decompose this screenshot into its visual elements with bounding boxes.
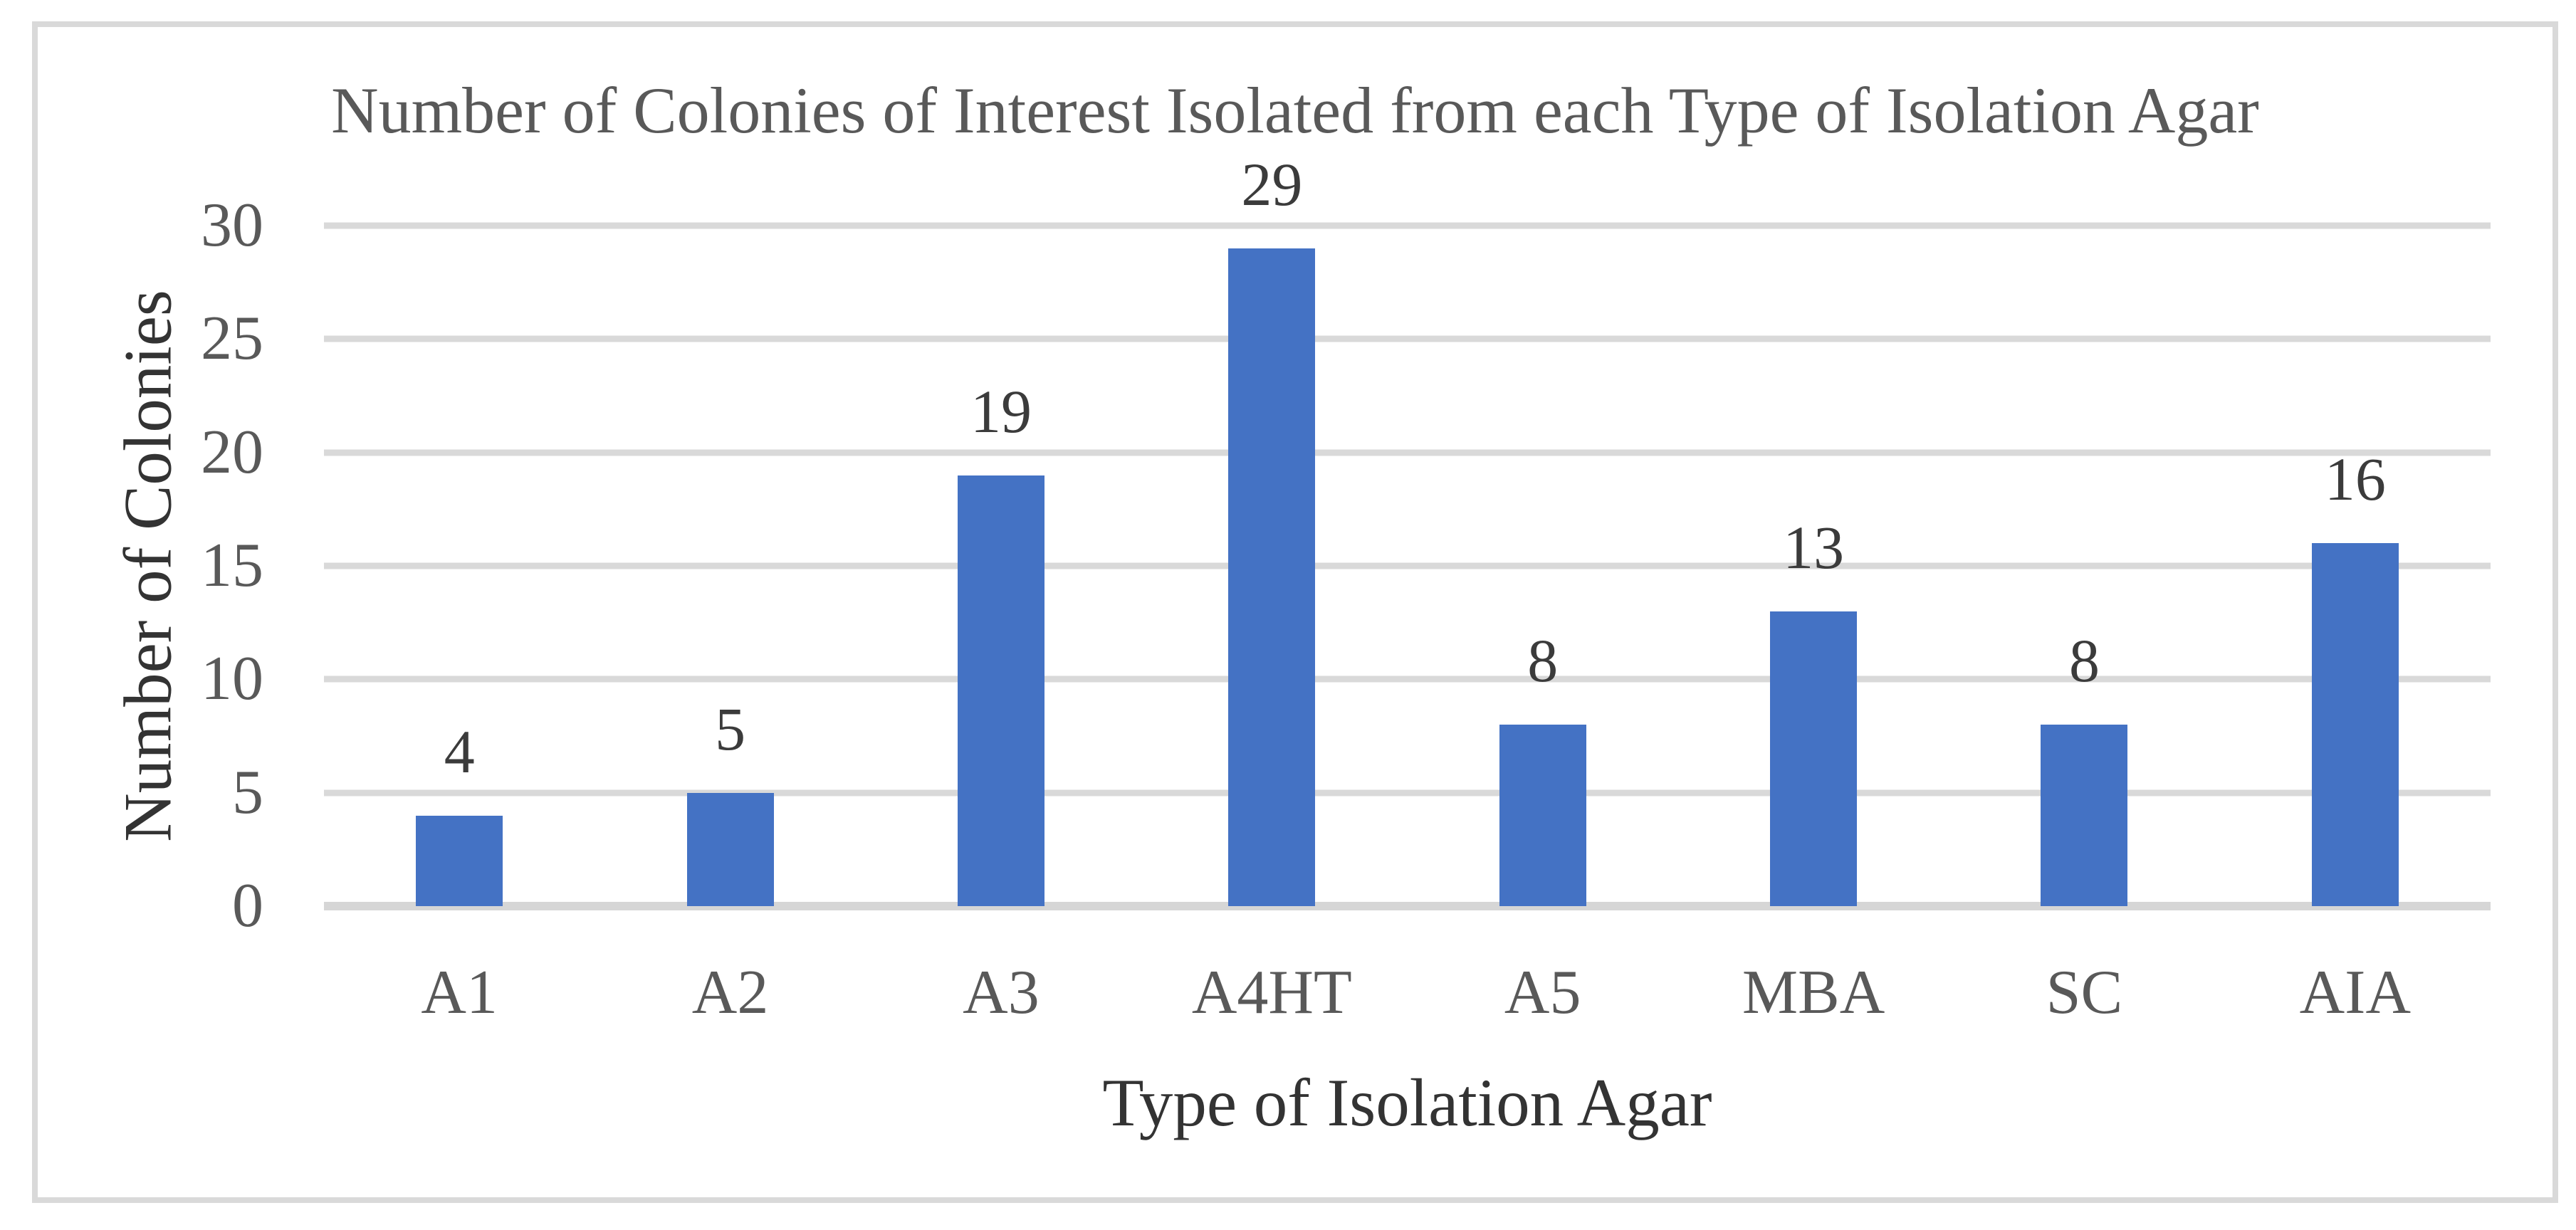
y-tick-label: 0 (232, 871, 263, 940)
x-category-label-A4HT: A4HT (1191, 958, 1352, 1027)
gridline (324, 449, 2491, 456)
bar-A2 (686, 792, 774, 906)
x-category-label-A3: A3 (963, 958, 1040, 1027)
x-axis-line (324, 902, 2491, 910)
bar-A4HT (1228, 248, 1316, 906)
x-axis-title: Type of Isolation Agar (1102, 1065, 1712, 1140)
data-label-A3: 19 (970, 377, 1032, 446)
bar-AIA (2311, 543, 2399, 906)
bar-SC (2041, 725, 2128, 906)
y-tick-label: 30 (201, 191, 263, 260)
data-label-SC: 8 (2068, 626, 2100, 695)
y-tick-label: 5 (232, 757, 263, 827)
data-label-AIA: 16 (2324, 445, 2386, 514)
bar-A3 (957, 475, 1044, 906)
gridline (324, 562, 2491, 569)
data-label-A5: 8 (1527, 626, 1559, 695)
bar-A5 (1499, 725, 1586, 906)
x-category-label-A2: A2 (691, 958, 769, 1027)
bar-A1 (416, 815, 503, 906)
chart-title: Number of Colonies of Interest Isolated … (331, 74, 2259, 147)
x-category-label-A5: A5 (1504, 958, 1581, 1027)
gridline (324, 335, 2491, 342)
x-category-label-SC: SC (2046, 958, 2123, 1027)
gridline (324, 676, 2491, 683)
data-label-MBA: 13 (1783, 512, 1845, 582)
plot-area (324, 222, 2491, 910)
data-label-A4HT: 29 (1241, 149, 1303, 219)
data-label-A2: 5 (715, 694, 746, 763)
gridline (324, 222, 2491, 229)
x-category-label-A1: A1 (421, 958, 498, 1027)
y-tick-label: 15 (201, 531, 263, 600)
y-tick-label: 20 (201, 417, 263, 487)
y-tick-label: 10 (201, 644, 263, 714)
data-label-A1: 4 (444, 717, 475, 786)
bar-MBA (1770, 611, 1858, 906)
gridline (324, 789, 2491, 797)
x-category-label-MBA: MBA (1742, 958, 1885, 1027)
x-category-label-AIA: AIA (2299, 958, 2412, 1027)
y-tick-label: 25 (201, 304, 263, 374)
